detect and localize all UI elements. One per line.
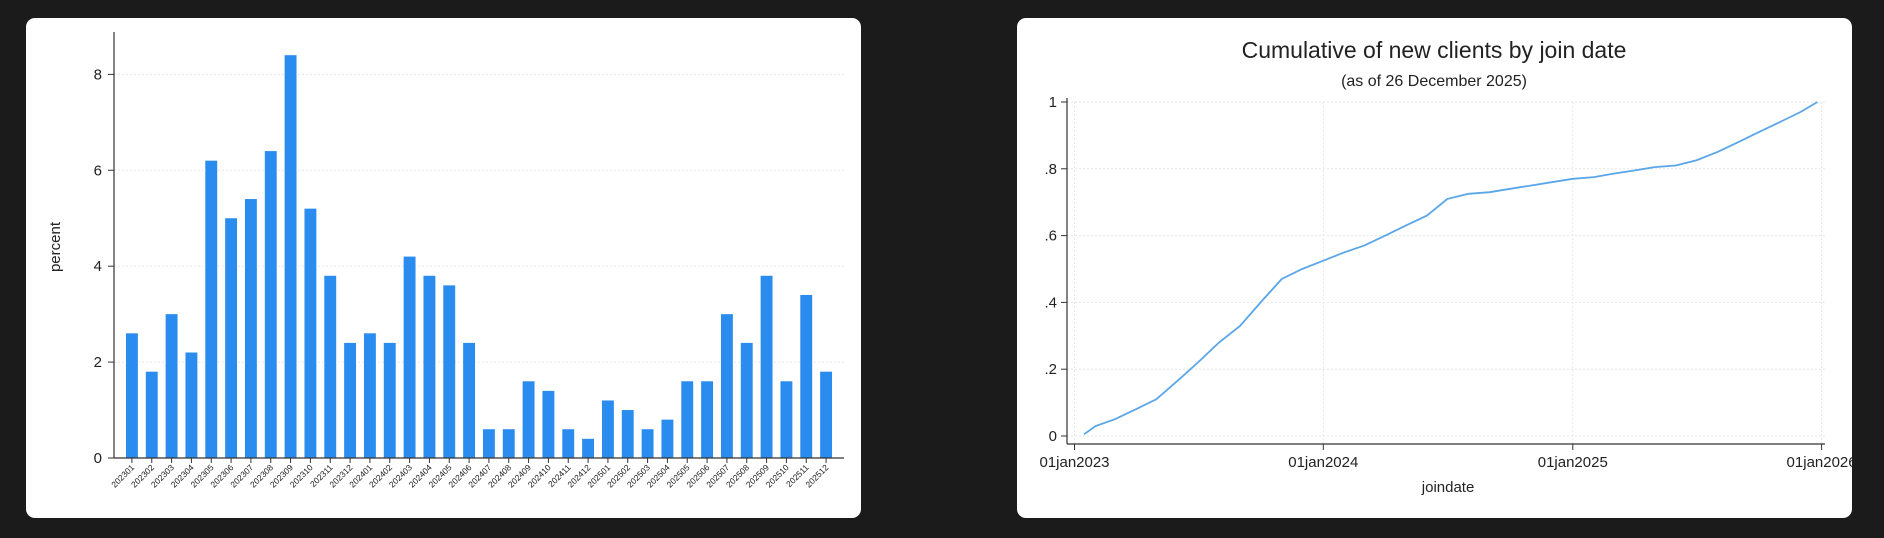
bar: [641, 429, 654, 458]
y-axis-label: percent: [47, 221, 64, 272]
bar: [125, 333, 138, 458]
bar: [621, 410, 634, 458]
x-axis-label: joindate: [1421, 479, 1475, 496]
bar: [344, 342, 357, 458]
bar: [284, 55, 297, 458]
bar: [165, 314, 178, 458]
line-chart: Cumulative of new clients by join date (…: [1039, 37, 1852, 496]
chart-subtitle: (as of 26 December 2025): [1341, 73, 1527, 90]
bar: [205, 160, 218, 458]
bar: [145, 371, 158, 458]
bar: [661, 419, 674, 458]
bar: [542, 390, 555, 458]
bar: [403, 256, 416, 458]
bar: [800, 294, 813, 458]
chart-title: Cumulative of new clients by join date: [1242, 37, 1627, 63]
bar: [701, 381, 714, 458]
y-tick-label: 8: [94, 66, 102, 83]
bar: [522, 381, 535, 458]
bar: [463, 342, 476, 458]
bar: [780, 381, 793, 458]
y-tick-label: .2: [1044, 361, 1057, 378]
bar: [601, 400, 614, 458]
bar: [820, 371, 833, 458]
bar: [760, 275, 773, 458]
bar: [264, 151, 277, 458]
bar: [482, 429, 495, 458]
bar: [244, 199, 257, 458]
bar: [582, 438, 595, 458]
y-tick-label: .4: [1044, 294, 1057, 311]
y-tick-label: 0: [94, 450, 102, 467]
x-tick-label: 01jan2023: [1039, 454, 1109, 471]
y-tick-label: .6: [1044, 228, 1057, 245]
y-tick-label: 0: [1049, 428, 1057, 445]
bar: [383, 342, 396, 458]
y-tick-label: 4: [94, 258, 102, 275]
y-tick-label: 1: [1049, 94, 1057, 111]
bar: [185, 352, 198, 458]
bar: [225, 218, 238, 458]
y-tick-label: 6: [94, 162, 102, 179]
bar: [740, 342, 753, 458]
bar: [720, 314, 733, 458]
x-tick-label: 01jan2026: [1787, 454, 1852, 471]
line-chart-panel: Cumulative of new clients by join date (…: [1017, 18, 1852, 518]
bar: [304, 208, 317, 458]
bar: [324, 275, 337, 458]
cumulative-line: [1083, 101, 1818, 436]
y-tick-label: 2: [94, 354, 102, 371]
x-tick-label: 01jan2025: [1538, 454, 1608, 471]
bar: [443, 285, 456, 458]
bar: [423, 275, 436, 458]
bar: [363, 333, 376, 458]
x-tick-label: 01jan2024: [1288, 454, 1358, 471]
bar: [502, 429, 515, 458]
bar: [562, 429, 575, 458]
y-tick-label: .8: [1044, 161, 1057, 178]
bar: [681, 381, 694, 458]
